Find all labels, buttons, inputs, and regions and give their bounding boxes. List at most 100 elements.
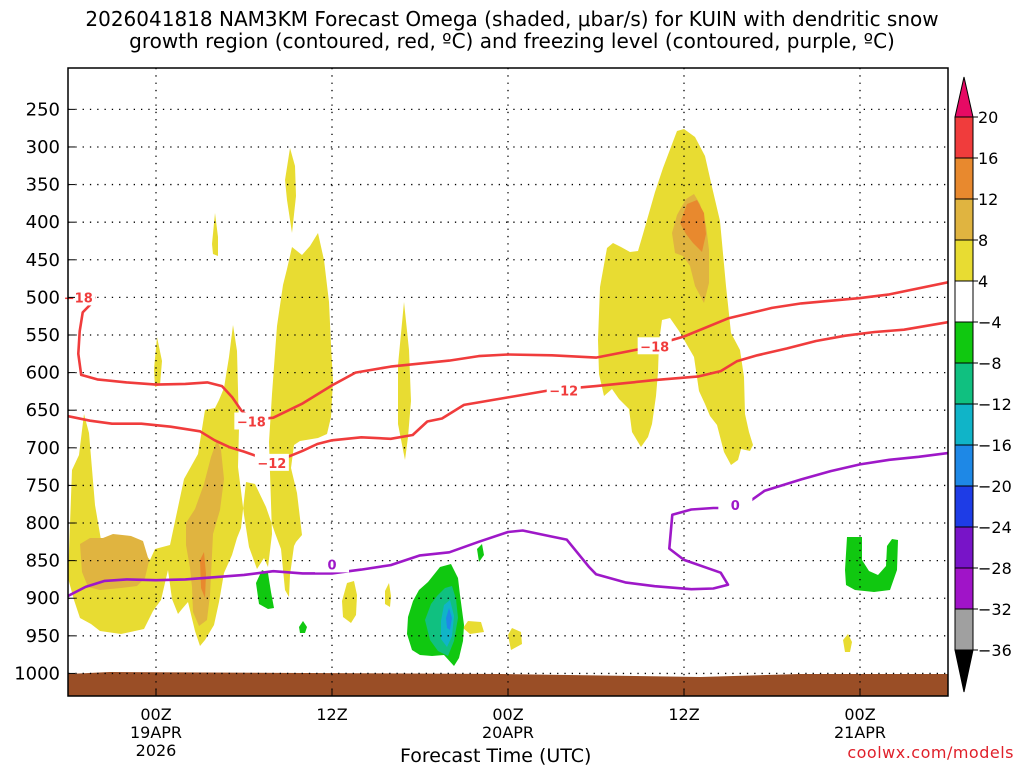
x-tick-label: 2026 xyxy=(136,741,177,760)
y-tick-label: 800 xyxy=(26,513,60,534)
colorbar-bin xyxy=(954,403,974,446)
chart-title-line2: growth region (contoured, red, ºC) and f… xyxy=(129,29,895,53)
omega-area-green-2 xyxy=(256,570,274,609)
contour-label-bg xyxy=(234,412,269,430)
grid-lines xyxy=(68,68,948,696)
y-tick-label: 450 xyxy=(26,250,60,271)
omega-area-yellow xyxy=(68,233,333,646)
colorbar-bin xyxy=(954,116,974,159)
contour-label-bg xyxy=(315,555,349,573)
colorbar-tick-label: −4 xyxy=(978,313,1002,332)
colorbar-tick-label: 12 xyxy=(978,190,998,209)
y-axis: 250 300 350 400 450 500 550 600 650 700 750 800 850 9… xyxy=(14,99,75,684)
contour-label: −18 xyxy=(64,291,93,306)
colorbar-tick-label: −20 xyxy=(978,477,1012,496)
colorbar-bin xyxy=(954,485,974,528)
colorbar-tick-label: −36 xyxy=(978,641,1012,660)
colorbar-tick-label: −32 xyxy=(978,600,1012,619)
contour-label-bg xyxy=(546,381,581,399)
colorbar-bin xyxy=(954,608,974,651)
contour-snow-growth-minus18 xyxy=(73,281,948,422)
omega-area-yellow-4 xyxy=(285,148,296,233)
omega-area-gold xyxy=(80,534,149,590)
omega-area-orange xyxy=(680,200,706,252)
y-tick-label: 400 xyxy=(26,212,60,233)
colorbar-bin xyxy=(954,526,974,569)
contour-snow-growth-minus12 xyxy=(68,320,948,462)
y-tick-label: 850 xyxy=(26,551,60,572)
contour-label-bg xyxy=(637,337,672,355)
omega-area-yellow-8 xyxy=(385,583,391,607)
x-tick-label: 12Z xyxy=(316,705,347,724)
y-tick-label: 900 xyxy=(26,588,60,609)
y-tick-label: 300 xyxy=(26,137,60,158)
colorbar-tick-label: −16 xyxy=(978,436,1012,455)
omega-area-green-4 xyxy=(299,621,307,633)
x-tick-label: 20APR xyxy=(482,723,534,742)
contour-label: 0 xyxy=(731,499,740,514)
colorbar-tick-label: −8 xyxy=(978,354,1002,373)
colorbar-bin xyxy=(954,321,974,364)
colorbar-bin xyxy=(954,157,974,200)
colorbar-bin xyxy=(954,567,974,610)
omega-area-yellow-9 xyxy=(463,621,484,634)
x-tick-label: 00Z xyxy=(844,705,875,724)
colorbar-bin xyxy=(954,362,974,405)
y-tick-label: 250 xyxy=(26,99,60,120)
omega-area-blue xyxy=(446,608,452,630)
contour-label: −18 xyxy=(237,415,266,430)
y-tick-label: 500 xyxy=(26,287,60,308)
y-tick-label: 550 xyxy=(26,325,60,346)
colorbar-tick-label: 4 xyxy=(978,272,988,291)
omega-area-orange-2 xyxy=(200,552,206,598)
omega-area-green-5 xyxy=(845,537,898,592)
colorbar-tick-label: 16 xyxy=(978,149,998,168)
y-tick-label: 700 xyxy=(26,438,60,459)
contour-label: −12 xyxy=(549,385,578,400)
contour-label: 0 xyxy=(327,558,336,573)
x-tick-label: 00Z xyxy=(140,705,171,724)
omega-area-yellow-7 xyxy=(342,581,357,623)
omega-area-yellow-2 xyxy=(154,337,162,387)
y-tick-label: 350 xyxy=(26,175,60,196)
omega-area-green-3 xyxy=(477,544,484,562)
colorbar-tick-label: −28 xyxy=(978,559,1012,578)
contour-label-bg xyxy=(61,288,96,306)
omega-area-yellow-11 xyxy=(843,634,852,652)
colorbar: 20 16 12 8 4 −4 −8 −12 −16 −20 −24 −28 −32 −36 xyxy=(954,76,1012,693)
ground-terrain xyxy=(68,672,948,696)
x-axis-title: Forecast Time (UTC) xyxy=(400,745,592,767)
chart-title-line1: 2026041818 NAM3KM Forecast Omega (shaded… xyxy=(85,7,939,31)
colorbar-top-arrow xyxy=(954,76,974,118)
contour-label: −18 xyxy=(640,340,669,355)
x-tick-label: 19APR xyxy=(130,723,182,742)
credit-link[interactable]: coolwx.com/models xyxy=(847,743,1014,762)
omega-area-yellow-5 xyxy=(398,302,411,460)
colorbar-tick-label: 8 xyxy=(978,231,988,250)
colorbar-tick-label: −12 xyxy=(978,395,1012,414)
colorbar-bin xyxy=(954,444,974,487)
y-tick-label: 1000 xyxy=(14,663,60,684)
omega-area-yellow-6 xyxy=(598,129,753,465)
contour-label: −12 xyxy=(257,457,286,472)
x-tick-label: 12Z xyxy=(668,705,699,724)
y-tick-label: 650 xyxy=(26,400,60,421)
colorbar-tick-label: 20 xyxy=(978,108,998,127)
colorbar-tick-label: −24 xyxy=(978,518,1012,537)
omega-area-yellow-10 xyxy=(508,628,522,650)
y-tick-label: 600 xyxy=(26,363,60,384)
colorbar-bin xyxy=(954,280,974,323)
x-tick-label: 21APR xyxy=(834,723,886,742)
contour-labels: −18 −18 −18 −12 −12 0 0 xyxy=(61,288,753,573)
omega-area-yellow-3 xyxy=(212,213,218,256)
y-tick-label: 950 xyxy=(26,626,60,647)
contour-label-bg xyxy=(254,453,289,471)
contour-label-bg xyxy=(718,495,753,513)
x-tick-label: 00Z xyxy=(492,705,523,724)
colorbar-bin xyxy=(954,198,974,241)
colorbar-bin xyxy=(954,239,974,282)
y-tick-label: 750 xyxy=(26,475,60,496)
colorbar-bottom-arrow xyxy=(954,649,974,693)
